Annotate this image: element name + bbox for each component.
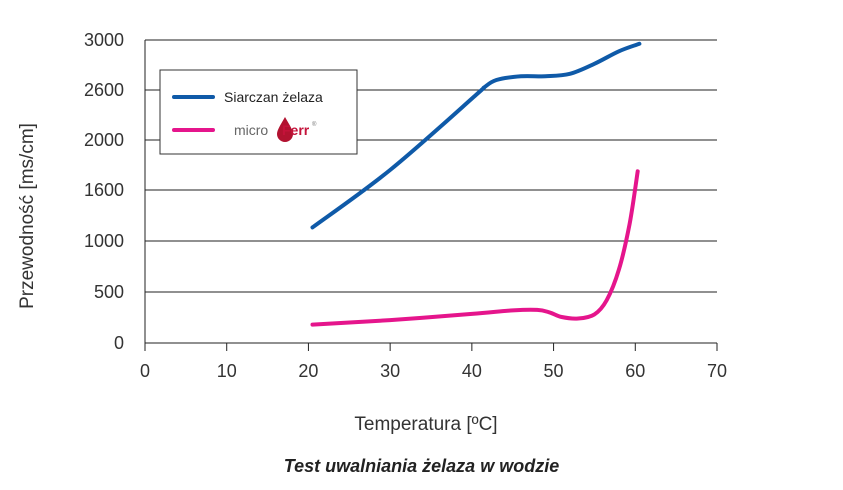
x-tick-label-20: 20 — [298, 361, 318, 381]
legend: Siarczan żelaza micro Ferr ® — [159, 69, 358, 155]
y-tick-label-0: 0 — [114, 333, 124, 353]
x-tick-label-0: 0 — [140, 361, 150, 381]
y-tick-label-1600: 1600 — [84, 180, 124, 200]
droplet-icon — [277, 117, 293, 142]
y-tick-label-1000: 1000 — [84, 231, 124, 251]
x-tick-label-30: 30 — [380, 361, 400, 381]
registered-mark: ® — [312, 121, 317, 128]
x-tick-label-10: 10 — [217, 361, 237, 381]
legend-box — [159, 69, 358, 155]
axes — [144, 40, 718, 351]
x-tick-label-40: 40 — [462, 361, 482, 381]
series-line-microferr — [310, 169, 640, 327]
y-tick-labels: 0 500 1000 1600 2000 2600 3000 — [84, 30, 124, 353]
chart-title: Test uwalniania żelaza w wodzie — [283, 456, 560, 476]
x-tick-label-50: 50 — [544, 361, 564, 381]
legend-label-siarczan: Siarczan żelaza — [224, 89, 323, 105]
y-tick-label-2600: 2600 — [84, 80, 124, 100]
x-tick-label-70: 70 — [707, 361, 727, 381]
y-tick-label-3000: 3000 — [84, 30, 124, 50]
y-tick-label-2000: 2000 — [84, 130, 124, 150]
x-tick-labels: 0 10 20 30 40 50 60 70 — [140, 361, 727, 381]
brand-ferr-text: Ferr — [282, 122, 310, 138]
x-axis-label: Temperatura [ºC] — [354, 414, 497, 435]
series-lines — [310, 41, 642, 327]
y-tick-label-500: 500 — [94, 282, 124, 302]
microferr-logo: micro Ferr ® — [234, 117, 317, 142]
series-line-siarczan-zelaza — [310, 41, 642, 230]
x-tick-label-60: 60 — [625, 361, 645, 381]
y-axis-label: Przewodność [ms/cm] — [17, 123, 38, 309]
brand-micro-text: micro — [234, 122, 268, 138]
